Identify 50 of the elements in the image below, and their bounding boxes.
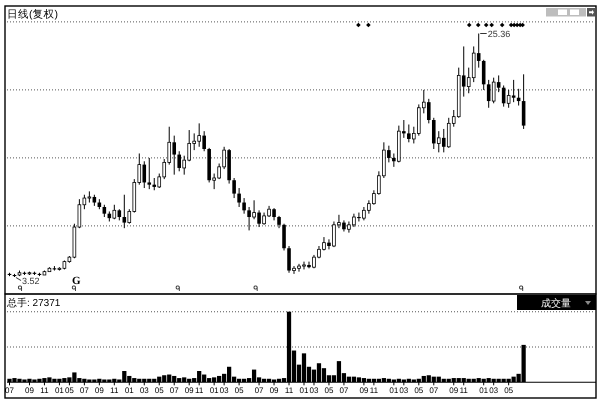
x-tick-label: 03 <box>310 386 319 395</box>
x-tick-label: 03 <box>140 386 150 395</box>
x-tick-label: 05 <box>234 386 244 395</box>
x-tick-label: 05 <box>154 386 164 395</box>
candlestick <box>282 223 286 251</box>
x-tick-label: 07 <box>254 386 264 395</box>
x-tick-label: 09 <box>94 386 104 395</box>
x-tick-label: 05 <box>324 386 334 395</box>
x-tick-label: 01 <box>124 386 134 395</box>
x-tick-label: 05 <box>504 386 514 395</box>
x-tick-label: 11 <box>370 386 379 395</box>
x-tick-label: 07 <box>170 386 180 395</box>
x-tick-label: 01 <box>300 386 309 395</box>
x-tick-label: 07 <box>5 386 14 395</box>
x-tick-label: 11 <box>195 386 204 395</box>
candlestick <box>516 88 520 106</box>
candlestick <box>237 188 241 208</box>
x-tick-label: 07 <box>429 386 439 395</box>
x-tick-label: 09 <box>449 386 459 395</box>
x-tick-label: 03 <box>399 386 409 395</box>
candlestick <box>242 198 246 214</box>
chart-title: 成交量 <box>541 298 571 310</box>
x-tick-label: 11 <box>284 386 294 395</box>
x-tick-label: 09 <box>25 386 34 395</box>
annotation: G <box>72 275 81 287</box>
x-tick-label: 01 <box>210 386 220 395</box>
x-tick-label: 09 <box>184 386 194 395</box>
x-tick-label: 05 <box>64 386 74 395</box>
x-tick-label: 09 <box>359 386 369 395</box>
text: 总手: 27371 <box>6 297 61 309</box>
x-tick-label: 01 <box>479 386 489 395</box>
x-tick-label: 07 <box>339 386 349 395</box>
candlestick <box>482 59 486 90</box>
x-tick-label: 05 <box>414 386 424 395</box>
x-tick-label: 03 <box>489 386 499 395</box>
x-tick-label: 11 <box>460 386 468 395</box>
x-tick-label: 07 <box>80 386 90 395</box>
x-tick-label: 09 <box>270 386 280 395</box>
chart-title: 日线(复权) <box>7 8 58 20</box>
candlestick <box>102 204 106 218</box>
annotation: 3.52 <box>22 276 40 286</box>
candlestick <box>232 177 236 199</box>
x-tick-label: 01 <box>389 386 399 395</box>
x-tick-label: 03 <box>220 386 230 395</box>
x-tick-label: 11 <box>110 386 120 395</box>
candlestick <box>98 198 102 210</box>
x-tick-label: 01 <box>54 386 64 395</box>
x-tick-label: 11 <box>40 386 50 395</box>
annotation: 25.36 <box>488 29 510 39</box>
candlestick <box>277 215 281 229</box>
